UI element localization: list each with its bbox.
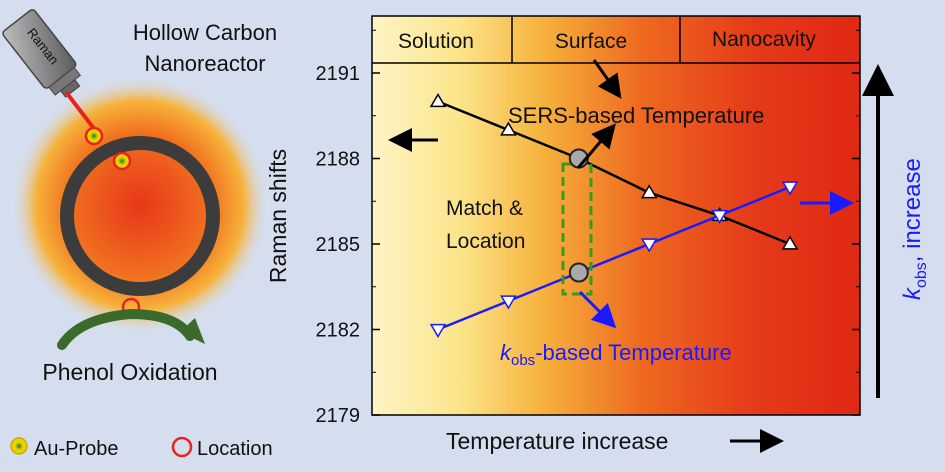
sers-series-line: [437, 100, 791, 246]
x-axis-label: Temperature increase: [446, 428, 668, 454]
kobs-data-point: [500, 295, 517, 310]
laser-beam: [64, 90, 97, 132]
legend-probe-label: Au-Probe: [34, 438, 119, 460]
heat-glow: [10, 75, 270, 335]
kobs-data-point: [711, 209, 728, 224]
y-tick-label: 2191: [316, 63, 361, 85]
kobs-series-line: [437, 185, 791, 331]
reaction-arrowhead-icon: [180, 318, 205, 344]
region-nanocavity: Nanocavity: [712, 28, 816, 51]
nanoreactor-illustration: Raman Hollow Carbon Nanoreactor Phenol O…: [2, 9, 277, 460]
chart: Solution Surface Nanocavity 2179 2182 2185…: [265, 15, 930, 454]
match-annotation-line1: Match &: [446, 197, 523, 220]
right-kobs-label: kobs, increase: [899, 158, 930, 300]
surface-pointer-arrow: [592, 59, 622, 99]
legend-location-icon: [171, 436, 193, 458]
carbon-shell: [60, 136, 220, 296]
sers-data-point: [429, 93, 447, 108]
plot-frame: [371, 15, 861, 416]
sers-annotation: SERS-based Temperature: [508, 103, 764, 128]
sers-data-point: [500, 121, 517, 136]
raman-objective-icon: Raman: [2, 9, 82, 98]
y-tick-label: 2179: [316, 405, 361, 427]
region-surface: Surface: [555, 30, 627, 53]
sers-data-point: [781, 235, 799, 250]
kobs-data-point: [429, 323, 447, 338]
reaction-label: Phenol Oxidation: [42, 359, 217, 385]
match-annotation-line2: Location: [446, 230, 525, 253]
y-tick-label: 2182: [316, 320, 361, 342]
legend-probe-icon: [10, 437, 28, 455]
au-probe-1: [84, 126, 104, 146]
y-tick-label: 2188: [316, 149, 361, 171]
y-axis-label: Raman shifts: [265, 149, 291, 283]
reactor-title-line2: Nanoreactor: [144, 51, 265, 76]
y-axis-ticks: 2179 2182 2185 2188 2191: [316, 29, 860, 427]
kobs-data-point: [781, 181, 799, 196]
kobs-pointer-arrow: [578, 290, 617, 329]
kobs-data-point: [640, 238, 658, 253]
legend-location-label: Location: [197, 438, 273, 460]
reaction-arrow-icon: [57, 308, 195, 350]
sers-data-point: [640, 184, 658, 199]
y-tick-label: 2185: [316, 234, 361, 256]
match-point: [568, 262, 589, 283]
kobs-annotation: kobs-based Temperature: [500, 340, 732, 369]
sers-pointer-arrow: [576, 123, 616, 169]
region-solution: Solution: [398, 30, 474, 53]
au-probe-2: [112, 151, 132, 171]
reactor-title-line1: Hollow Carbon: [133, 20, 277, 45]
